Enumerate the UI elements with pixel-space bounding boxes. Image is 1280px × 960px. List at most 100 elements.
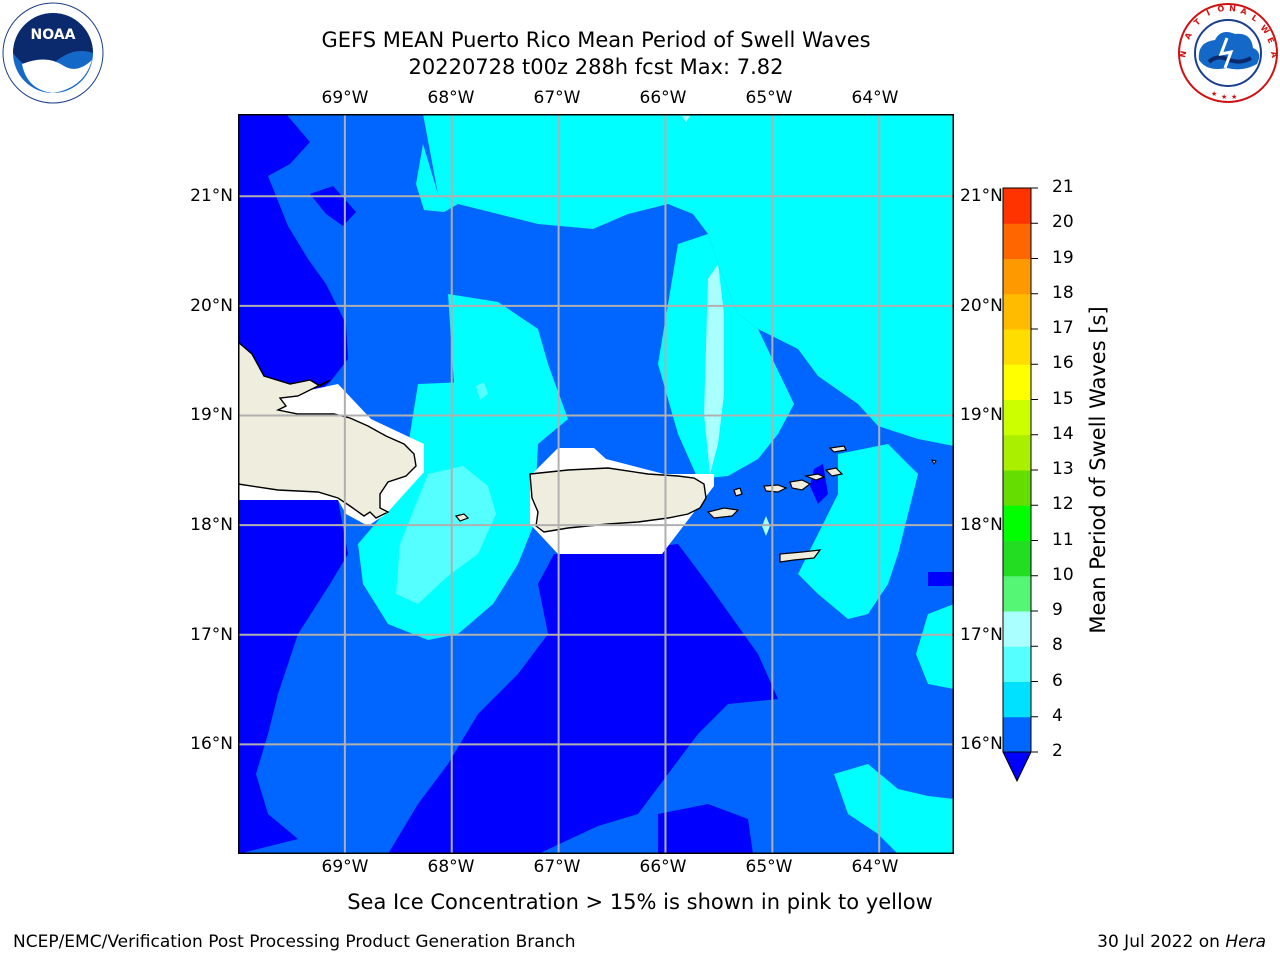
colorbar-tick-label: 2 [1052,741,1063,761]
colorbar-segment [1003,364,1031,400]
period-fill-2-4-south [388,544,778,854]
period-fill-6-8-east-edge [916,604,954,689]
footer-credit: NCEP/EMC/Verification Post Processing Pr… [13,932,576,952]
colorbar-segment [1003,505,1031,541]
lon-label-bottom-66w: 66°W [639,857,687,877]
lon-label-top-66w: 66°W [639,88,687,108]
colorbar-segment [1003,434,1031,471]
colorbar-segment [1003,399,1031,436]
swell-period-map [238,114,954,854]
land-anegada [828,445,847,453]
colorbar-tick-label: 17 [1052,318,1074,338]
colorbar-segment [1003,681,1031,718]
colorbar-tick-label: 19 [1052,247,1074,268]
colorbar-segment [1003,716,1031,753]
map-frame [238,114,954,854]
svg-text:★: ★ [1231,93,1237,101]
svg-text:L: L [1250,13,1259,23]
lon-label-top-67w: 67°W [533,88,581,108]
period-fill-6-8-southeast [834,764,954,854]
colorbar [1002,187,1038,783]
period-fill-8-9-center [476,382,488,400]
lat-label-left-18n: 18°N [190,515,233,535]
svg-text:A: A [1269,51,1279,59]
lon-label-top-65w: 65°W [745,88,793,108]
svg-text:O: O [1217,4,1225,14]
svg-text:E: E [1265,36,1275,45]
colorbar-tick-label: 18 [1052,282,1074,303]
land-st-john [789,479,812,491]
lon-label-bottom-68w: 68°W [427,857,475,877]
period-fill-2-4-southeast [658,804,753,854]
lat-label-right-18n: 18°N [960,515,1003,535]
lon-label-bottom-69w: 69°W [321,857,369,877]
colorbar-under-triangle [1002,751,1032,783]
period-fill-8-9-mona [396,466,496,604]
lon-label-top-69w: 69°W [321,88,369,108]
footer-date: 30 Jul 2022 on Hera [1097,932,1266,952]
svg-text:T: T [1192,17,1202,28]
period-fill-9-10-streak [704,264,724,474]
svg-text:N: N [1178,50,1188,58]
lat-label-right-19n: 19°N [960,405,1003,425]
lon-label-bottom-64w: 64°W [851,857,899,877]
colorbar-tick-label: 13 [1052,459,1074,479]
svg-text:★: ★ [1211,90,1217,98]
footer-machine: Hera [1225,932,1266,952]
lat-label-left-16n: 16°N [190,734,233,754]
map-title: GEFS MEAN Puerto Rico Mean Period of Swe… [321,28,871,52]
lat-label-left-19n: 19°N [190,405,233,425]
map-subtitle: 20220728 t00z 288h fcst Max: 7.82 [408,55,784,79]
land-vieques [706,507,740,519]
colorbar-tick-label: 8 [1052,635,1063,656]
lon-label-top-64w: 64°W [851,88,899,108]
colorbar-segment [1003,223,1031,259]
colorbar-segment [1003,575,1031,612]
colorbar-tick-label: 20 [1052,212,1074,233]
land-anguilla-speck [931,459,937,465]
colorbar-tick-label: 10 [1052,564,1074,585]
lat-label-right-16n: 16°N [960,734,1003,754]
colorbar-tick-label: 9 [1052,600,1063,620]
colorbar-segment [1003,329,1031,365]
lon-label-bottom-65w: 65°W [745,857,793,877]
noaa-logo-text: NOAA [31,27,76,43]
svg-text:A: A [1183,30,1194,41]
lat-label-right-21n: 21°N [960,186,1003,206]
period-fill-6-8-north-tongue [416,144,458,212]
land-virgin-gorda [824,467,844,477]
lat-label-right-17n: 17°N [960,625,1003,645]
land-st-croix [779,549,822,563]
colorbar-tick-label: 6 [1052,670,1063,691]
lat-label-left-17n: 17°N [190,625,233,645]
land-tortola [803,473,826,481]
lat-label-left-20n: 20°N [190,296,233,316]
land-st-thomas [763,484,788,493]
lon-label-bottom-67w: 67°W [533,857,581,877]
svg-text:I: I [1205,8,1211,17]
svg-text:N: N [1229,4,1236,13]
period-fill-9-10-north-speck [682,116,690,122]
period-fill-6-8-vi-band [798,444,918,619]
lat-label-left-21n: 21°N [190,186,233,206]
colorbar-tick-marks [1031,187,1038,753]
land-culebra [733,487,743,497]
svg-text:A: A [1239,6,1248,17]
land-mona-island [454,513,470,522]
colorbar-segment [1003,611,1031,647]
colorbar-tick-label: 21 [1052,177,1074,197]
footer-date-text: 30 Jul 2022 on [1097,932,1226,952]
colorbar-segment [1003,646,1031,682]
period-fill-2-4-se-strip [928,572,954,586]
colorbar-segment [1003,540,1031,577]
colorbar-tick-label: 14 [1052,423,1074,444]
colorbar-segment [1003,188,1031,224]
colorbar-segments [1003,188,1031,753]
map-gridlines [238,114,954,854]
colorbar-tick-label: 16 [1052,353,1074,374]
colorbar-tick-label: 12 [1052,494,1074,515]
colorbar-segment [1003,293,1031,330]
nws-logo: N A T I O N A L W E A ★ ★★ [1178,3,1279,103]
land-hispaniola [238,341,417,519]
sea-ice-note: Sea Ice Concentration > 15% is shown in … [347,890,933,914]
